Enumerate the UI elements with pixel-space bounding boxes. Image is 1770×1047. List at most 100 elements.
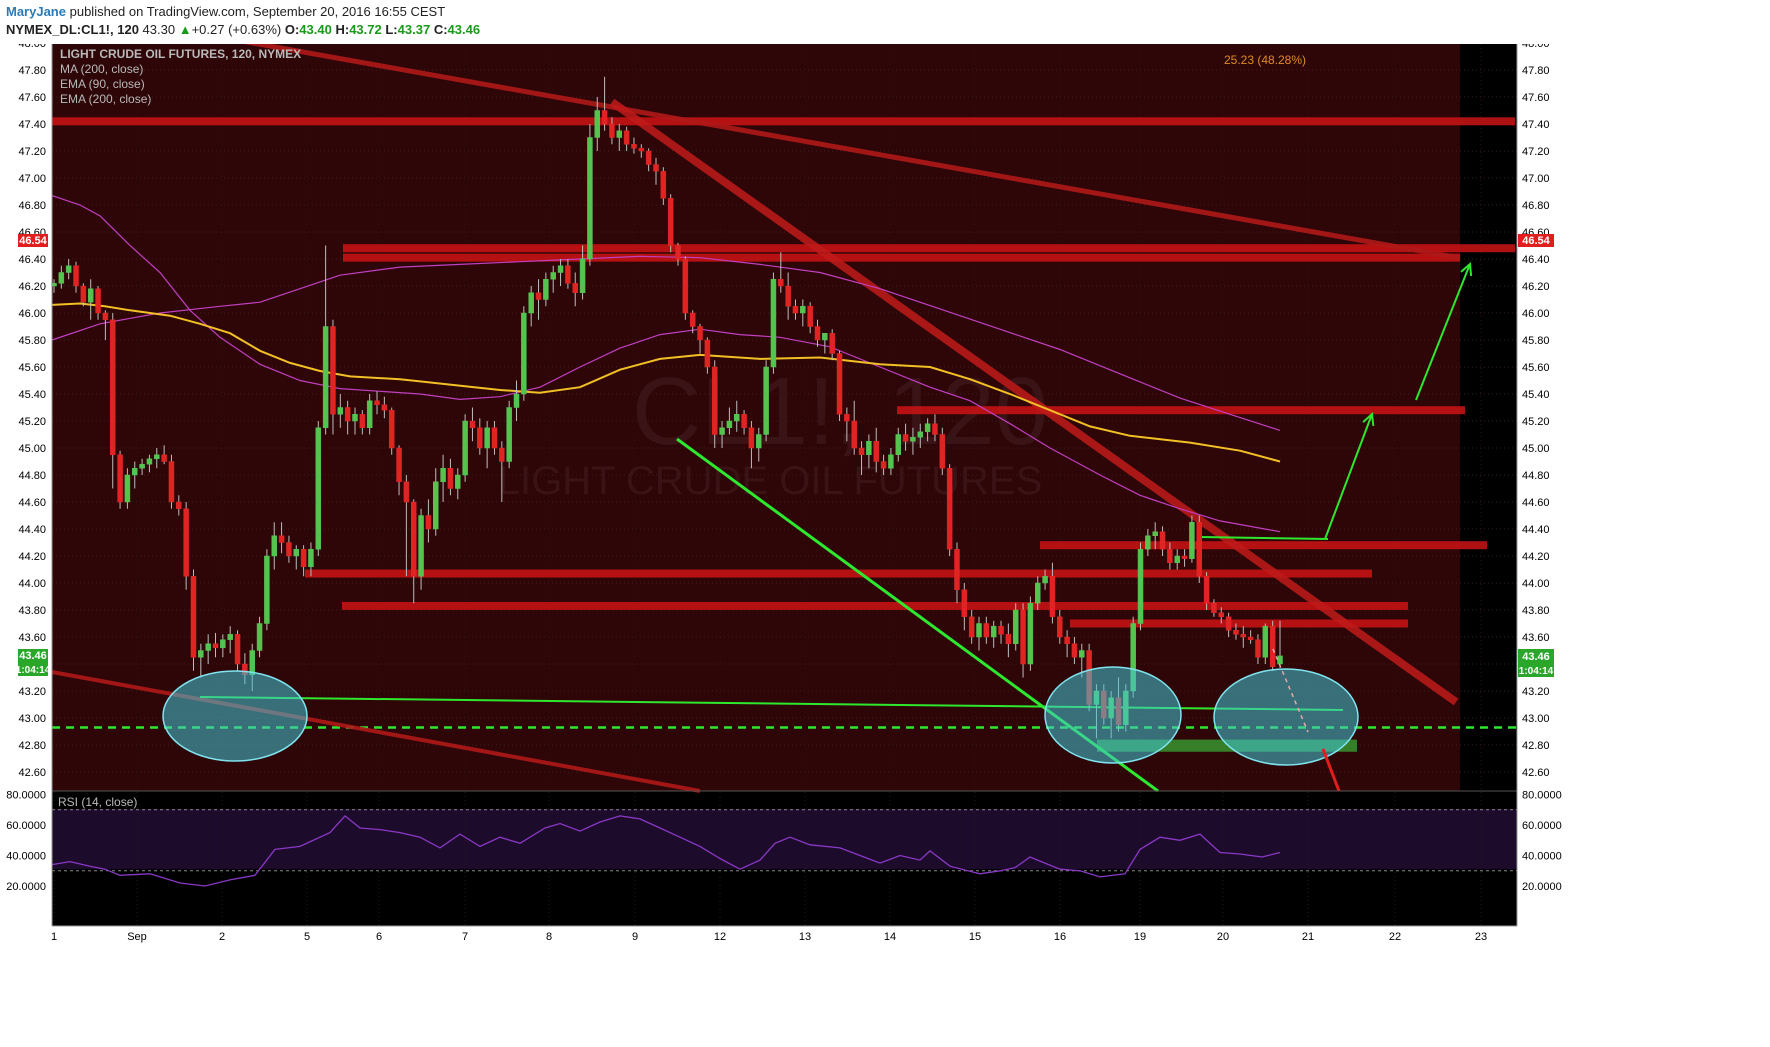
candle-up xyxy=(352,414,358,422)
candle-down xyxy=(792,306,799,314)
y-tick-right: 46.40 xyxy=(1522,254,1550,266)
bottom-pattern-ellipse xyxy=(1213,668,1359,766)
candle-up xyxy=(763,366,769,435)
resistance-tag-left: 46.54 xyxy=(19,235,47,247)
candle-up xyxy=(256,623,263,651)
candle-up xyxy=(594,110,601,138)
x-tick-label: 2 xyxy=(219,931,225,943)
price-chart[interactable]: CL1!, 120 LIGHT CRUDE OIL FUTURES 48.004… xyxy=(0,44,1770,1047)
bottom-pattern-ellipse xyxy=(1044,666,1182,764)
candle-down xyxy=(653,164,659,172)
candle-up xyxy=(139,463,145,469)
candle-up xyxy=(198,650,204,658)
candle-up xyxy=(726,420,733,428)
annotations xyxy=(162,261,1473,792)
candle-down xyxy=(212,643,219,649)
candle-down xyxy=(234,634,241,665)
candle-down xyxy=(873,441,879,462)
y-tick-left: 45.40 xyxy=(18,389,46,401)
candle-up xyxy=(1137,549,1144,624)
rsi-tick-left: 20.0000 xyxy=(6,881,46,893)
lower-channel-line xyxy=(51,670,701,793)
last-price-tag-left: 43.46 xyxy=(19,650,47,662)
candle-down xyxy=(381,404,388,411)
candle-up xyxy=(990,625,997,638)
candle-down xyxy=(689,312,696,327)
candle-down xyxy=(190,576,197,658)
y-tick-left: 43.60 xyxy=(18,632,46,644)
y-tick-left: 45.20 xyxy=(18,416,46,428)
candle-up xyxy=(154,454,160,460)
chart-header: MaryJane published on TradingView.com, S… xyxy=(0,0,1770,44)
y-tick-left: 47.80 xyxy=(18,65,46,77)
candle-down xyxy=(939,434,946,469)
candle-down xyxy=(1005,634,1012,644)
rsi-tick-right: 40.0000 xyxy=(1522,851,1562,863)
x-tick-label: Sep xyxy=(127,931,147,943)
y-tick-left: 44.20 xyxy=(18,551,46,563)
x-tick-label: 5 xyxy=(304,931,310,943)
candle-up xyxy=(1145,535,1151,550)
y-tick-left: 45.80 xyxy=(18,335,46,347)
y-tick-right: 45.40 xyxy=(1522,389,1550,401)
candle-up xyxy=(756,434,762,449)
y-tick-left: 45.60 xyxy=(18,362,46,374)
rsi-indicator xyxy=(51,809,1517,887)
candle-down xyxy=(278,535,285,543)
x-tick-label: 23 xyxy=(1475,931,1487,943)
candle-down xyxy=(675,245,681,260)
candle-up xyxy=(866,441,872,455)
published-text: published on TradingView.com, September … xyxy=(69,4,446,19)
candle-down xyxy=(1203,576,1210,604)
moving-averages xyxy=(51,195,1281,533)
y-tick-right: 47.20 xyxy=(1522,146,1550,158)
y-tick-right: 44.80 xyxy=(1522,470,1550,482)
steep-downtrend-line xyxy=(609,98,1459,706)
candle-up xyxy=(587,137,593,260)
y-tick-left: 45.00 xyxy=(18,443,46,455)
author-link[interactable]: MaryJane xyxy=(6,4,66,19)
candle-down xyxy=(469,420,476,428)
candle-down xyxy=(697,326,703,341)
candle-down xyxy=(998,625,1004,635)
y-tick-right: 47.40 xyxy=(1522,119,1550,131)
candle-down xyxy=(946,468,953,550)
candle-down xyxy=(1167,549,1173,563)
legend: LIGHT CRUDE OIL FUTURES, 120, NYMEX MA (… xyxy=(58,47,1306,809)
open-value: 43.40 xyxy=(299,22,332,37)
candle-down xyxy=(1196,522,1202,577)
candle-down xyxy=(499,447,505,462)
x-tick-label: 6 xyxy=(376,931,382,943)
candle-down xyxy=(1247,636,1254,640)
candle-down xyxy=(183,508,189,577)
candle-up xyxy=(1034,582,1041,604)
candle-up xyxy=(58,272,65,284)
ema200-line xyxy=(51,255,1281,431)
price-tags: 46.54 46.54 43.46 1:04:14 43.46 1:04:14 xyxy=(16,234,1554,677)
candle-up xyxy=(924,423,931,433)
candle-down xyxy=(1020,609,1026,665)
candle-down xyxy=(410,501,417,577)
y-tick-right: 44.20 xyxy=(1522,551,1550,563)
candle-down xyxy=(954,549,960,590)
x-tick-label: 8 xyxy=(546,931,552,943)
candle-down xyxy=(491,427,498,449)
candle-down xyxy=(344,407,351,422)
target-arrow-2 xyxy=(1415,263,1471,401)
candle-down xyxy=(932,423,938,435)
rsi-tick-left: 40.0000 xyxy=(6,851,46,863)
y-tick-left: 47.20 xyxy=(18,146,46,158)
countdown-tag-right: 1:04:14 xyxy=(1519,666,1554,677)
candle-down xyxy=(1233,630,1239,635)
y-tick-right: 43.20 xyxy=(1522,686,1550,698)
candle-up xyxy=(132,468,138,476)
price-change: +0.27 (+0.63%) xyxy=(191,22,282,37)
candle-down xyxy=(161,454,167,462)
candle-down xyxy=(1049,576,1056,617)
candle-up xyxy=(146,458,153,465)
candle-up xyxy=(917,431,924,438)
candle-down xyxy=(1064,636,1070,644)
candle-down xyxy=(785,285,791,307)
candle-up xyxy=(87,288,94,303)
resistance-tag-right-bg xyxy=(1518,234,1554,247)
